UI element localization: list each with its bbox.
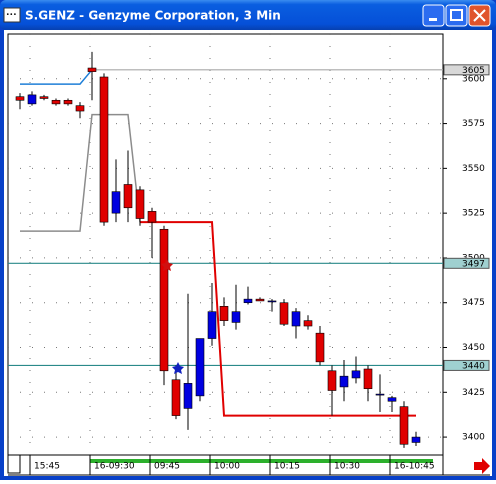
app-icon-glyph: •••	[6, 12, 17, 19]
candle-body	[327, 370, 337, 391]
x-tick-label: 09:45	[154, 462, 180, 472]
y-tick-label: 3400	[462, 433, 485, 443]
candle-body	[183, 383, 193, 409]
candle-body	[291, 311, 301, 327]
y-tick-label: 3425	[462, 388, 485, 398]
candle-body	[255, 298, 265, 302]
candle-body	[51, 99, 61, 105]
candle-body	[375, 393, 385, 396]
candle-body	[399, 406, 409, 445]
x-tick-label: 16-09:30	[94, 462, 135, 472]
marker-star	[172, 362, 184, 374]
y-tick-label: 3475	[462, 298, 485, 308]
minimize-button[interactable]	[422, 4, 445, 27]
candle-body	[39, 96, 49, 99]
session-bar	[90, 459, 433, 463]
x-tick-label: 10:15	[274, 462, 300, 472]
candle-body	[315, 332, 325, 363]
marker-star	[161, 259, 173, 271]
indicator-line	[140, 221, 416, 417]
candle-body	[387, 397, 397, 402]
minimize-glyph	[429, 18, 437, 21]
close-glyph	[473, 9, 486, 22]
candle-body	[351, 370, 361, 379]
y-tick-label: 3450	[462, 343, 485, 353]
reference-label-box	[443, 257, 490, 269]
reference-label: 3497	[462, 259, 485, 269]
x-tick-label: 16-10:45	[394, 462, 435, 472]
candle-body	[243, 298, 253, 304]
y-tick-label: 3600	[462, 74, 485, 84]
plot-area	[7, 33, 444, 456]
y-tick-label: 3550	[462, 164, 485, 174]
maximize-button[interactable]	[445, 4, 468, 27]
x-tick-label: 10:00	[214, 462, 240, 472]
scroll-box[interactable]	[7, 454, 21, 474]
candle-body	[207, 311, 217, 339]
candle-body	[231, 311, 241, 323]
candle-body	[27, 94, 37, 105]
candle-body	[147, 211, 157, 223]
reference-label-box	[443, 64, 490, 76]
candle-body	[219, 306, 229, 321]
candle-body	[63, 99, 73, 105]
candle-body	[267, 300, 277, 303]
window-title: S.GENZ - Genzyme Corporation, 3 Min	[25, 9, 281, 23]
candle-body	[111, 191, 121, 214]
reference-label: 3605	[462, 66, 485, 76]
x-tick-label: 15:45	[34, 462, 60, 472]
candle-body	[99, 76, 109, 223]
candle-body	[123, 184, 133, 209]
candle-body	[363, 368, 373, 390]
candle-body	[135, 189, 145, 219]
reference-label-box	[443, 359, 490, 371]
x-tick-label: 10:30	[334, 462, 360, 472]
candle-body	[195, 338, 205, 397]
candle-body	[411, 436, 421, 443]
candle-body	[15, 96, 25, 101]
candle-body	[87, 67, 97, 72]
candle-body	[279, 302, 289, 325]
scroll-arrow[interactable]	[474, 458, 490, 474]
candle-body	[303, 320, 313, 327]
candle-body	[159, 228, 169, 372]
maximize-glyph	[450, 9, 463, 21]
reference-label: 3440	[462, 361, 485, 371]
candle-body	[339, 375, 349, 388]
indicator-line	[20, 69, 93, 85]
app-icon	[3, 7, 21, 23]
candle-body	[75, 105, 85, 112]
title-bar	[0, 0, 496, 30]
indicator-line	[20, 113, 141, 232]
y-tick-label: 3525	[462, 209, 485, 219]
candle-body	[171, 379, 181, 416]
y-tick-label: 3575	[462, 119, 485, 129]
